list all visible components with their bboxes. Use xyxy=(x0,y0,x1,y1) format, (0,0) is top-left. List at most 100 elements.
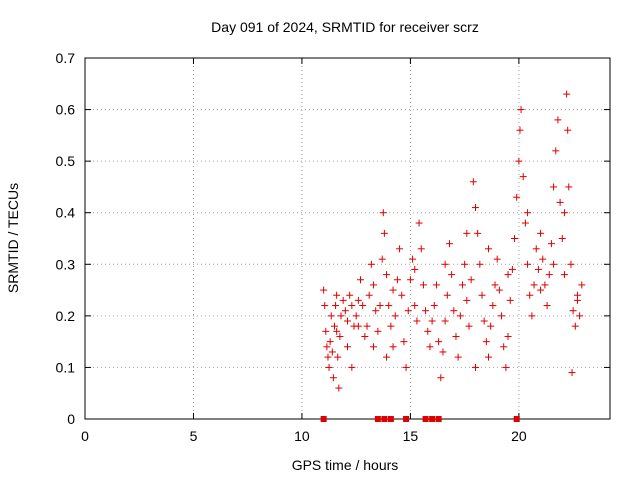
data-point xyxy=(445,240,453,248)
data-point xyxy=(487,322,495,330)
y-tick-label: 0 xyxy=(67,411,75,427)
data-point xyxy=(391,312,399,320)
data-point xyxy=(411,302,419,310)
data-point xyxy=(465,322,473,330)
data-point xyxy=(545,271,553,279)
data-point xyxy=(450,307,458,315)
data-point xyxy=(341,307,349,315)
data-gap-marker xyxy=(513,416,520,422)
x-axis-label: GPS time / hours xyxy=(292,457,399,473)
data-point xyxy=(516,126,524,134)
data-point xyxy=(463,296,471,304)
data-point xyxy=(335,384,343,392)
data-point xyxy=(517,106,525,114)
data-point xyxy=(537,229,545,237)
data-point xyxy=(330,322,338,330)
data-point xyxy=(333,291,341,299)
plot-frame xyxy=(84,57,611,420)
data-point xyxy=(393,276,401,284)
data-point xyxy=(528,312,536,320)
data-point xyxy=(443,291,451,299)
data-point xyxy=(478,291,486,299)
data-point xyxy=(513,193,521,201)
data-point xyxy=(413,317,421,325)
data-point xyxy=(485,245,493,253)
data-point xyxy=(452,332,460,340)
data-point xyxy=(430,302,438,310)
data-point xyxy=(402,363,410,371)
data-point xyxy=(504,271,512,279)
data-point xyxy=(476,260,484,268)
data-point xyxy=(396,245,404,253)
data-point xyxy=(361,332,369,340)
data-point xyxy=(441,260,449,268)
data-point xyxy=(485,353,493,361)
data-point xyxy=(515,157,523,165)
data-point xyxy=(526,291,534,299)
data-point xyxy=(370,281,378,289)
data-point xyxy=(372,307,380,315)
data-point xyxy=(389,343,397,351)
data-point xyxy=(409,255,417,263)
data-point xyxy=(556,198,564,206)
data-gap-marker xyxy=(435,416,442,422)
x-tick-label: 0 xyxy=(81,428,89,444)
data-point xyxy=(437,374,445,382)
data-point xyxy=(537,286,545,294)
data-point xyxy=(354,322,362,330)
data-point xyxy=(439,348,447,356)
data-point xyxy=(498,312,506,320)
data-point xyxy=(324,353,332,361)
data-point xyxy=(363,322,371,330)
data-point xyxy=(374,327,382,335)
data-point xyxy=(441,317,449,325)
data-point xyxy=(534,265,542,273)
data-point xyxy=(543,302,551,310)
data-point xyxy=(458,281,466,289)
data-point xyxy=(326,338,334,346)
data-point xyxy=(424,327,432,335)
data-point xyxy=(482,338,490,346)
data-point xyxy=(454,353,462,361)
y-tick-label: 0.2 xyxy=(56,308,76,324)
data-point xyxy=(571,322,579,330)
data-gap-marker xyxy=(387,416,394,422)
data-point xyxy=(565,183,573,191)
data-point xyxy=(417,245,425,253)
data-point xyxy=(327,312,335,320)
data-point xyxy=(383,353,391,361)
data-point xyxy=(379,209,387,217)
data-point xyxy=(456,312,464,320)
data-point xyxy=(461,260,469,268)
data-point xyxy=(385,302,393,310)
data-gap-markers xyxy=(320,416,520,422)
data-point xyxy=(563,90,571,98)
data-point xyxy=(389,286,397,294)
x-tick-labels: 0 5 10 15 20 xyxy=(81,428,527,444)
data-point xyxy=(320,286,328,294)
data-point xyxy=(328,348,336,356)
data-point xyxy=(573,296,581,304)
data-point xyxy=(344,343,351,351)
data-point xyxy=(352,312,360,320)
data-gap-marker xyxy=(403,416,410,422)
data-point xyxy=(419,281,427,289)
data-point xyxy=(376,302,384,310)
data-point xyxy=(411,265,419,273)
data-point xyxy=(471,204,479,212)
data-point xyxy=(415,219,423,227)
data-point xyxy=(346,291,354,299)
data-point xyxy=(387,322,395,330)
data-point xyxy=(552,147,560,155)
y-tick-label: 0.4 xyxy=(56,205,76,221)
data-point xyxy=(578,281,586,289)
data-point xyxy=(348,363,356,371)
data-point xyxy=(560,271,568,279)
data-point xyxy=(463,229,471,237)
data-point xyxy=(576,312,584,320)
data-point xyxy=(406,276,414,284)
data-point xyxy=(370,343,378,351)
data-gap-marker xyxy=(381,416,388,422)
data-point xyxy=(489,302,497,310)
data-point xyxy=(569,307,577,315)
